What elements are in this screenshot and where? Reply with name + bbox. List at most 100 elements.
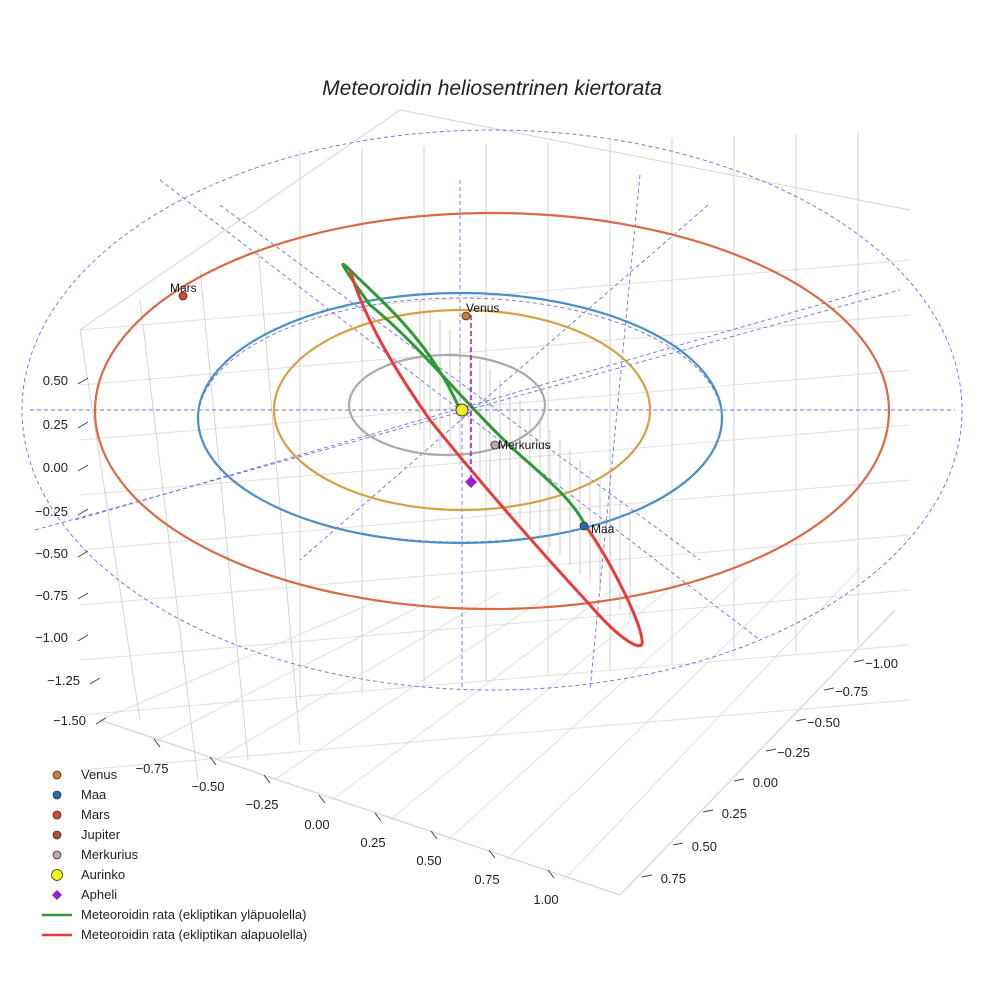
trajectory-layer (341, 262, 644, 648)
orbit-maa (196, 291, 724, 545)
z-tick-label: −1.25 (47, 673, 80, 688)
y-tick-mark (702, 809, 714, 813)
y-tick-mark (795, 718, 807, 722)
grid-line (331, 583, 621, 801)
y-tick-label: −0.25 (777, 745, 810, 760)
grid-layer (79, 109, 911, 896)
chart-title: Meteoroidin heliosentrinen kiertorata (322, 77, 662, 100)
grid-line (79, 479, 911, 551)
reference-line (589, 174, 641, 691)
x-tick-mark (374, 812, 382, 822)
grid-line (505, 571, 801, 861)
x-tick-mark (153, 738, 161, 748)
legend-marker (51, 869, 63, 881)
y-tick-label: −0.75 (835, 684, 868, 699)
x-tick-mark (430, 830, 438, 840)
z-tick-label: 0.00 (43, 460, 68, 475)
reference-circle (21, 129, 963, 691)
reference-line (74, 289, 871, 521)
legend-label: Aurinko (81, 867, 125, 882)
sun-point (455, 403, 469, 417)
x-tick-mark (318, 794, 326, 804)
grid-line (79, 329, 141, 721)
x-tick-label: −0.75 (136, 761, 169, 776)
z-tick-mark (95, 717, 107, 725)
grid-line (215, 591, 501, 761)
grid-line (99, 599, 381, 721)
grid-line (139, 299, 199, 781)
y-tick-mark (765, 748, 777, 752)
grid-line (79, 534, 911, 606)
legend-marker (52, 890, 62, 900)
legend-label: Merkurius (81, 847, 139, 862)
meteoroid-path-above (341, 262, 587, 526)
grid-line (447, 575, 741, 841)
z-tick-label: −0.50 (35, 546, 68, 561)
legend-label: Meteoroidin rata (ekliptikan yläpuolella… (81, 907, 306, 922)
z-tick-label: 0.25 (43, 417, 68, 432)
orbit-mars (93, 211, 891, 611)
legend-label: Maa (81, 787, 107, 802)
apheli-point (465, 476, 477, 488)
point-layer: Mars Venus Merkurius Maa (170, 281, 615, 536)
orbit-venus (272, 308, 652, 512)
y-tick-mark (641, 874, 653, 878)
z-tick-label: −0.75 (35, 588, 68, 603)
grid-line (79, 589, 911, 661)
meteoroid-path-below (348, 269, 644, 648)
legend-marker (52, 770, 62, 780)
z-tick-mark (77, 377, 89, 385)
z-tick-mark (77, 550, 89, 558)
z-tick-label: −1.50 (53, 713, 86, 728)
planet-point-maa (579, 521, 589, 531)
z-tick-label: −0.25 (35, 504, 68, 519)
grid-line (619, 609, 896, 896)
grid-line (257, 247, 301, 746)
grid-line (79, 314, 911, 386)
x-tick-mark (547, 869, 555, 879)
x-tick-label: 0.75 (474, 872, 499, 887)
planet-label-venus: Venus (466, 301, 499, 315)
legend-label: Venus (81, 767, 118, 782)
z-tick-mark (77, 634, 89, 642)
grid-line (273, 587, 561, 781)
x-tick-mark (488, 849, 496, 859)
legend-label: Meteoroidin rata (ekliptikan alapuolella… (81, 927, 307, 942)
y-tick-label: −0.50 (807, 715, 840, 730)
legend-marker (52, 850, 62, 860)
x-tick-mark (263, 774, 271, 784)
y-tick-mark (823, 687, 835, 691)
legend: Venus Maa Mars Jupiter Merkurius Aurinko Aphel… (42, 767, 307, 942)
z-tick-mark (77, 508, 89, 516)
orbit-layer (93, 211, 891, 611)
planet-label-mars: Mars (170, 281, 197, 295)
y-tick-label: 0.25 (722, 806, 747, 821)
legend-label: Jupiter (81, 827, 121, 842)
legend-label: Apheli (81, 887, 117, 902)
y-tick-mark (672, 842, 684, 846)
legend-marker (52, 830, 62, 840)
grid-line (79, 644, 911, 716)
reference-line (299, 204, 709, 561)
y-tick-label: 0.00 (753, 775, 778, 790)
y-tick-label: 0.75 (661, 871, 686, 886)
orbit-merkurius (347, 353, 547, 457)
x-tick-label: 0.50 (416, 853, 441, 868)
x-tick-mark (209, 756, 217, 766)
planet-label-maa: Maa (591, 522, 615, 536)
grid-line (99, 719, 621, 896)
y-tick-mark (853, 659, 865, 663)
z-tick-label: −1.00 (35, 630, 68, 645)
grid-line (79, 424, 911, 496)
planet-point-venus (461, 311, 471, 321)
z-tick-mark (89, 677, 101, 685)
legend-label: Mars (81, 807, 110, 822)
planet-point-merkurius (490, 440, 500, 450)
legend-marker (52, 790, 62, 800)
grid-line (563, 567, 861, 881)
y-tick-label: −1.00 (865, 656, 898, 671)
grid-line (399, 109, 911, 211)
tick-layer: 0.50 0.25 0.00 −0.25 −0.50 −0.75 −1.00 −1.25 −1.… (35, 373, 898, 907)
x-tick-label: 0.00 (304, 817, 329, 832)
